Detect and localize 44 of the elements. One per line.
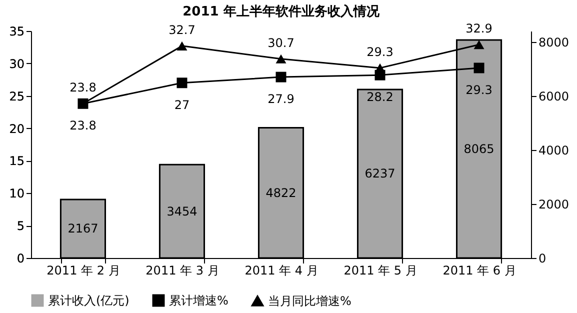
y2-tick-label: 2000 bbox=[538, 197, 570, 212]
data-label: 6237 bbox=[364, 166, 396, 181]
legend-label: 当月同比增速% bbox=[268, 294, 352, 308]
data-label: 29.3 bbox=[366, 44, 394, 59]
data-label: 23.8 bbox=[70, 80, 96, 95]
y2-tick-label: 4000 bbox=[538, 143, 570, 158]
y-tick-label: 25 bbox=[9, 89, 24, 104]
point bbox=[276, 54, 286, 64]
data-label: 2167 bbox=[68, 222, 98, 236]
point bbox=[474, 62, 484, 74]
x-tick-label: 2011 年 3 月 bbox=[146, 264, 220, 278]
data-label: 27.9 bbox=[268, 92, 294, 106]
data-label: 23.8 bbox=[70, 118, 96, 133]
y-tick-label: 20 bbox=[9, 122, 24, 136]
legend-label: 累计收入(亿元) bbox=[48, 294, 130, 308]
x-tick-label: 2011 年 4 月 bbox=[244, 264, 318, 278]
y-tick-label: 0 bbox=[16, 252, 24, 266]
y-tick-label: 30 bbox=[9, 56, 24, 71]
x-tick-label: 2011 年 5 月 bbox=[344, 264, 418, 278]
x-tick-label: 2011 年 2 月 bbox=[46, 264, 120, 278]
data-label: 32.7 bbox=[168, 22, 196, 37]
legend-label: 累计增速% bbox=[169, 294, 228, 308]
data-label: 4822 bbox=[266, 186, 296, 200]
data-label: 28.2 bbox=[366, 90, 394, 104]
point bbox=[176, 78, 188, 88]
data-label: 3454 bbox=[166, 204, 198, 218]
point bbox=[474, 40, 484, 50]
y2-tick-label: 8000 bbox=[538, 35, 570, 50]
chart-title: 2011 年上半年软件业务收入情况 bbox=[182, 4, 380, 20]
x-tick-label: 2011 年 6 月 bbox=[442, 264, 516, 278]
y2-tick-label: 0 bbox=[538, 252, 546, 266]
data-label: 32.9 bbox=[466, 22, 492, 36]
point bbox=[374, 63, 386, 73]
y2-tick-label: 6000 bbox=[538, 89, 570, 104]
y-tick-label: 35 bbox=[9, 24, 24, 38]
data-label: 30.7 bbox=[268, 36, 294, 50]
y-tick-label: 5 bbox=[16, 219, 24, 234]
y-tick-label: 15 bbox=[9, 154, 24, 168]
data-label: 29.3 bbox=[466, 82, 492, 97]
y-tick-label: 10 bbox=[9, 186, 24, 201]
data-label: 27 bbox=[174, 98, 190, 112]
point bbox=[276, 72, 286, 82]
point bbox=[176, 41, 188, 50]
data-label: 8065 bbox=[464, 142, 494, 156]
